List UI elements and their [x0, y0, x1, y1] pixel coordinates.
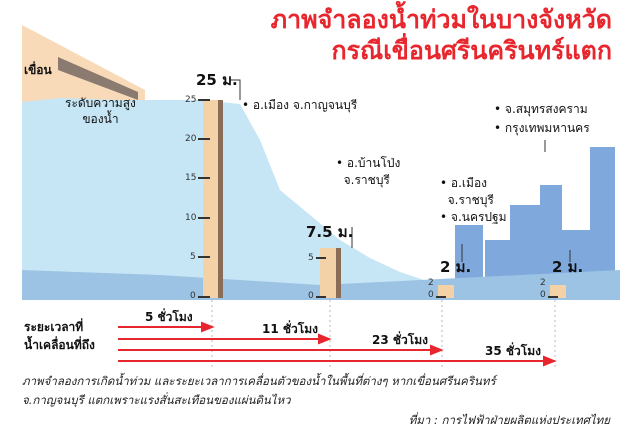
gauge-label: 2 ม. — [440, 258, 472, 276]
tick-label: 20 — [185, 134, 197, 144]
leader-lines — [230, 79, 571, 262]
tick-label: 5 — [308, 253, 314, 263]
gauge-7-5m — [316, 248, 341, 298]
tick-label: 0 — [540, 290, 546, 300]
timeline-dividers — [211, 300, 556, 368]
place-label: • อ.เมือง จ.กาญจนบุรี — [242, 98, 358, 112]
place-label: • อ.บ้านโป่ง จ.ราชบุรี — [336, 156, 401, 187]
gauge-25m — [198, 99, 223, 298]
tick-label: 5 — [190, 252, 196, 262]
tick-label: 0 — [190, 291, 196, 301]
place-name: จ.ราชบุรี — [343, 173, 390, 187]
tick-label: 2 — [428, 278, 434, 288]
dam-top — [58, 57, 138, 100]
place-name: จ.ราชบุรี — [447, 193, 494, 207]
timeline-label: ระยะเวลาที่น้ำเคลื่อนที่ถึง — [24, 318, 95, 354]
tick-label: 0 — [308, 291, 314, 301]
water-body — [22, 98, 620, 300]
water-label: ระดับความสูงของน้ำ — [65, 95, 136, 127]
tick-label: 10 — [185, 213, 197, 223]
place-name: กรุงเทพมหานคร — [504, 121, 590, 135]
timeline-label-line2: น้ำเคลื่อนที่ถึง — [24, 338, 95, 352]
gauge-label: 7.5 ม. — [306, 223, 354, 241]
arrow-label: 11 ชั่วโมง — [262, 322, 318, 336]
place-name: อ.บ้านโป่ง — [346, 156, 401, 170]
tick-label: 25 — [185, 95, 197, 105]
tick-label: 15 — [185, 173, 197, 183]
title-line2: กรณีเขื่อนศรีนครินทร์แตก — [331, 36, 612, 65]
water-label-line1: ระดับความสูง — [65, 96, 136, 110]
tick-label: 2 — [540, 278, 546, 288]
caption-line1: ภาพจำลองการเกิดน้ำท่วม และระยะเวลาการเคล… — [22, 374, 496, 388]
place-name: จ.นครปฐม — [450, 210, 507, 224]
place-label: • จ.สมุทรสงคราม • กรุงเทพมหานคร — [494, 102, 590, 135]
gauge-label: 25 ม. — [196, 71, 238, 89]
arrow-label: 5 ชั่วโมง — [145, 310, 193, 324]
dam-label: เขื่อน — [24, 63, 52, 77]
gauge-2m-a — [436, 285, 454, 298]
place-label: • อ.เมือง จ.ราชบุรี • จ.นครปฐม — [440, 176, 507, 224]
gauge-2m-b — [548, 285, 566, 298]
water-label-line2: ของน้ำ — [82, 112, 119, 126]
gauge-label: 2 ม. — [552, 258, 584, 276]
place-name: จ.สมุทรสงคราม — [504, 102, 588, 116]
place-name: อ.เมือง จ.กาญจนบุรี — [252, 98, 358, 112]
tick-label: 0 — [428, 290, 434, 300]
place-name: อ.เมือง — [450, 176, 488, 190]
arrow-label: 23 ชั่วโมง — [372, 333, 428, 347]
buildings — [455, 147, 615, 290]
timeline-arrows — [118, 321, 557, 367]
caption-line2: จ.กาญจนบุรี แตกเพราะแรงสั่นสะเทือนของแผ่… — [22, 393, 291, 407]
source: ที่มา : การไฟฟ้าฝ่ายผลิตแห่งประเทศไทย — [408, 413, 610, 427]
arrow-label: 35 ชั่วโมง — [485, 344, 541, 358]
title-line1: ภาพจำลองน้ำท่วมในบางจังหวัด — [270, 5, 612, 34]
timeline-label-line1: ระยะเวลาที่ — [24, 320, 84, 334]
